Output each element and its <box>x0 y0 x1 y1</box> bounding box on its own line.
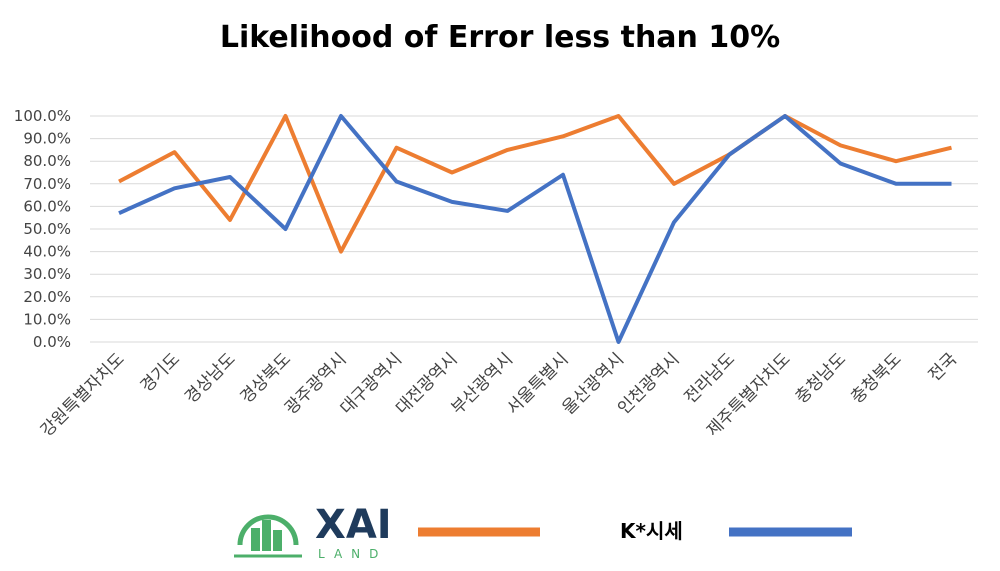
y-tick-label: 70.0% <box>23 175 71 193</box>
x-tick-label: 전국 <box>925 349 961 385</box>
x-tick-label: 경상남도 <box>181 349 239 407</box>
legend-logo-xai: XAI <box>315 502 392 548</box>
legend: XAI LAND K*시세 <box>234 502 852 561</box>
series-line-xai-land <box>118 114 952 254</box>
x-tick-label: 경기도 <box>137 349 184 396</box>
x-tick-label: 충청남도 <box>792 349 850 407</box>
xai-land-logo-icon <box>234 514 302 558</box>
y-tick-label: 60.0% <box>23 197 71 215</box>
y-tick-label: 40.0% <box>23 243 71 261</box>
series-line-k-sise <box>118 114 952 344</box>
y-tick-label: 80.0% <box>23 152 71 170</box>
y-tick-label: 20.0% <box>23 288 71 306</box>
series-lines <box>118 114 952 344</box>
y-tick-label: 10.0% <box>23 310 71 328</box>
legend-label-k-sise: K*시세 <box>620 519 683 543</box>
x-tick-label: 충청북도 <box>847 349 905 407</box>
gridlines <box>90 115 978 343</box>
y-tick-label: 90.0% <box>23 130 71 148</box>
x-tick-label: 강원특별자치도 <box>37 349 129 441</box>
y-axis-tick-labels: 0.0% 10.0% 20.0% 30.0% 40.0% 50.0% 60.0% 70.0% 8… <box>14 107 71 351</box>
legend-logo-land: LAND <box>318 547 387 561</box>
chart-title: Likelihood of Error less than 10% <box>220 20 780 55</box>
y-tick-label: 50.0% <box>23 220 71 238</box>
x-axis-tick-labels: 강원특별자치도 경기도경상남도경상북도광주광역시대구광역시대전광역시부산광역시서울… <box>37 349 961 441</box>
y-tick-label: 100.0% <box>14 107 71 125</box>
x-tick-label: 인천광역시 <box>614 349 683 418</box>
y-tick-label: 0.0% <box>33 333 71 351</box>
y-tick-label: 30.0% <box>23 265 71 283</box>
